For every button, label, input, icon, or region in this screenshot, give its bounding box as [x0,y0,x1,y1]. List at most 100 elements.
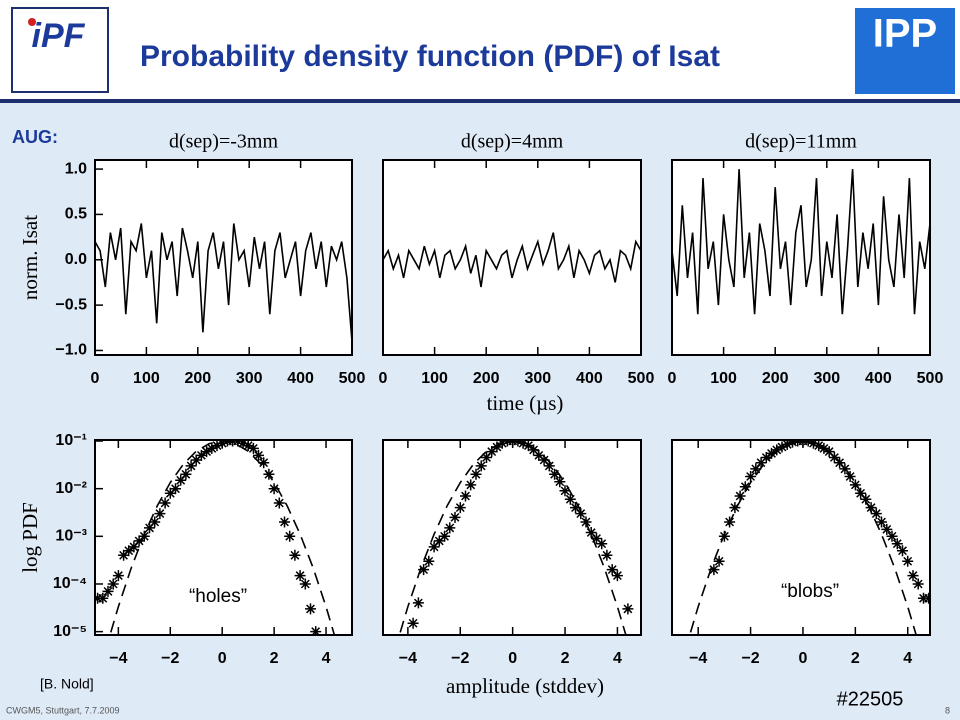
x-tick-label: 0 [91,370,100,387]
shot-number: #22505 [837,688,904,710]
star-point [412,597,424,609]
y-tick-label: 0.5 [65,206,87,223]
plot-area [95,440,352,635]
star-point [891,538,903,550]
star-point [154,508,166,520]
plot-area [672,440,930,635]
star-point [606,564,618,576]
star-point [755,457,767,469]
star-point [564,493,576,505]
y-tick-label: 10⁻⁵ [53,623,87,640]
y-tick-label: 10⁻⁴ [53,575,87,592]
y-axis-label: log PDF [18,502,42,573]
star-point [554,476,566,488]
star-point [195,449,207,461]
y-tick-label: −1.0 [55,342,87,359]
x-tick-label: 100 [133,370,160,387]
plot-frame [671,159,931,356]
star-point [533,449,545,461]
star-point [206,442,218,454]
plot-area [95,160,352,355]
star-point [611,570,623,582]
plot-area [383,160,641,355]
star-point [766,447,777,459]
plot-frame [671,439,931,636]
star-point [713,555,725,567]
chart-title: d(sep)=4mm [461,131,564,153]
star-point [729,502,741,514]
x-tick-label: 300 [236,370,263,387]
x-tick-label: 4 [903,650,912,667]
star-point [299,578,311,590]
star-point [159,497,171,509]
x-axis-label: time (µs) [487,391,564,415]
x-tick-label: 400 [865,370,892,387]
star-point [601,549,613,561]
star-point [543,460,555,472]
x-tick-label: 2 [851,650,860,667]
page-number: 8 [945,705,950,715]
star-point [444,522,456,534]
x-tick-label: 500 [339,370,366,387]
star-point [268,483,280,495]
star-point [897,545,908,557]
star-point [570,502,581,514]
star-point [870,508,882,520]
x-axis-label: amplitude (stddev) [446,674,604,698]
star-point [745,471,757,482]
star-point [97,592,109,604]
star-point [454,502,466,514]
star-point [739,481,751,493]
star-point [123,545,135,557]
star-point [247,442,259,454]
y-tick-label: 1.0 [65,160,87,177]
y-tick-label: 10⁻¹ [55,432,87,449]
star-point [279,516,290,528]
star-point [486,446,498,458]
star-point [517,440,529,449]
x-tick-label: 300 [524,370,551,387]
star-point [760,452,772,463]
star-point [823,446,835,458]
star-point [559,485,571,497]
x-tick-label: 0 [379,370,388,387]
x-tick-label: −2 [161,650,179,667]
star-point [310,626,322,635]
trace-line [95,223,352,342]
x-tick-label: 0 [218,650,227,667]
plot-frame [382,159,642,356]
star-point [133,535,145,547]
x-tick-label: 200 [184,370,211,387]
x-tick-label: 500 [628,370,655,387]
star-point [449,511,461,523]
plot-frame [94,159,353,356]
star-point [907,570,919,582]
star-point [708,564,720,576]
x-tick-label: −2 [451,650,469,667]
star-point [465,479,477,491]
star-point [423,555,435,567]
plot-frame [382,439,642,636]
star-point [491,441,503,453]
credit: [B. Nold] [40,676,94,692]
star-point [481,452,492,463]
y-tick-label: 10⁻² [55,480,87,497]
x-tick-label: 500 [917,370,944,387]
star-point [585,527,597,538]
y-tick-label: −0.5 [55,296,87,313]
star-point [538,454,550,466]
star-point [170,483,181,495]
star-point [118,549,130,561]
star-point [201,446,213,458]
star-point [149,516,161,528]
ipp-logo: IPP [873,12,937,56]
plot-frame [94,439,353,636]
star-point [902,555,914,567]
star-point [211,440,223,452]
star-point [428,541,440,553]
x-tick-label: 100 [421,370,448,387]
ipf-logo: iPF [32,17,86,55]
star-point [596,538,608,550]
